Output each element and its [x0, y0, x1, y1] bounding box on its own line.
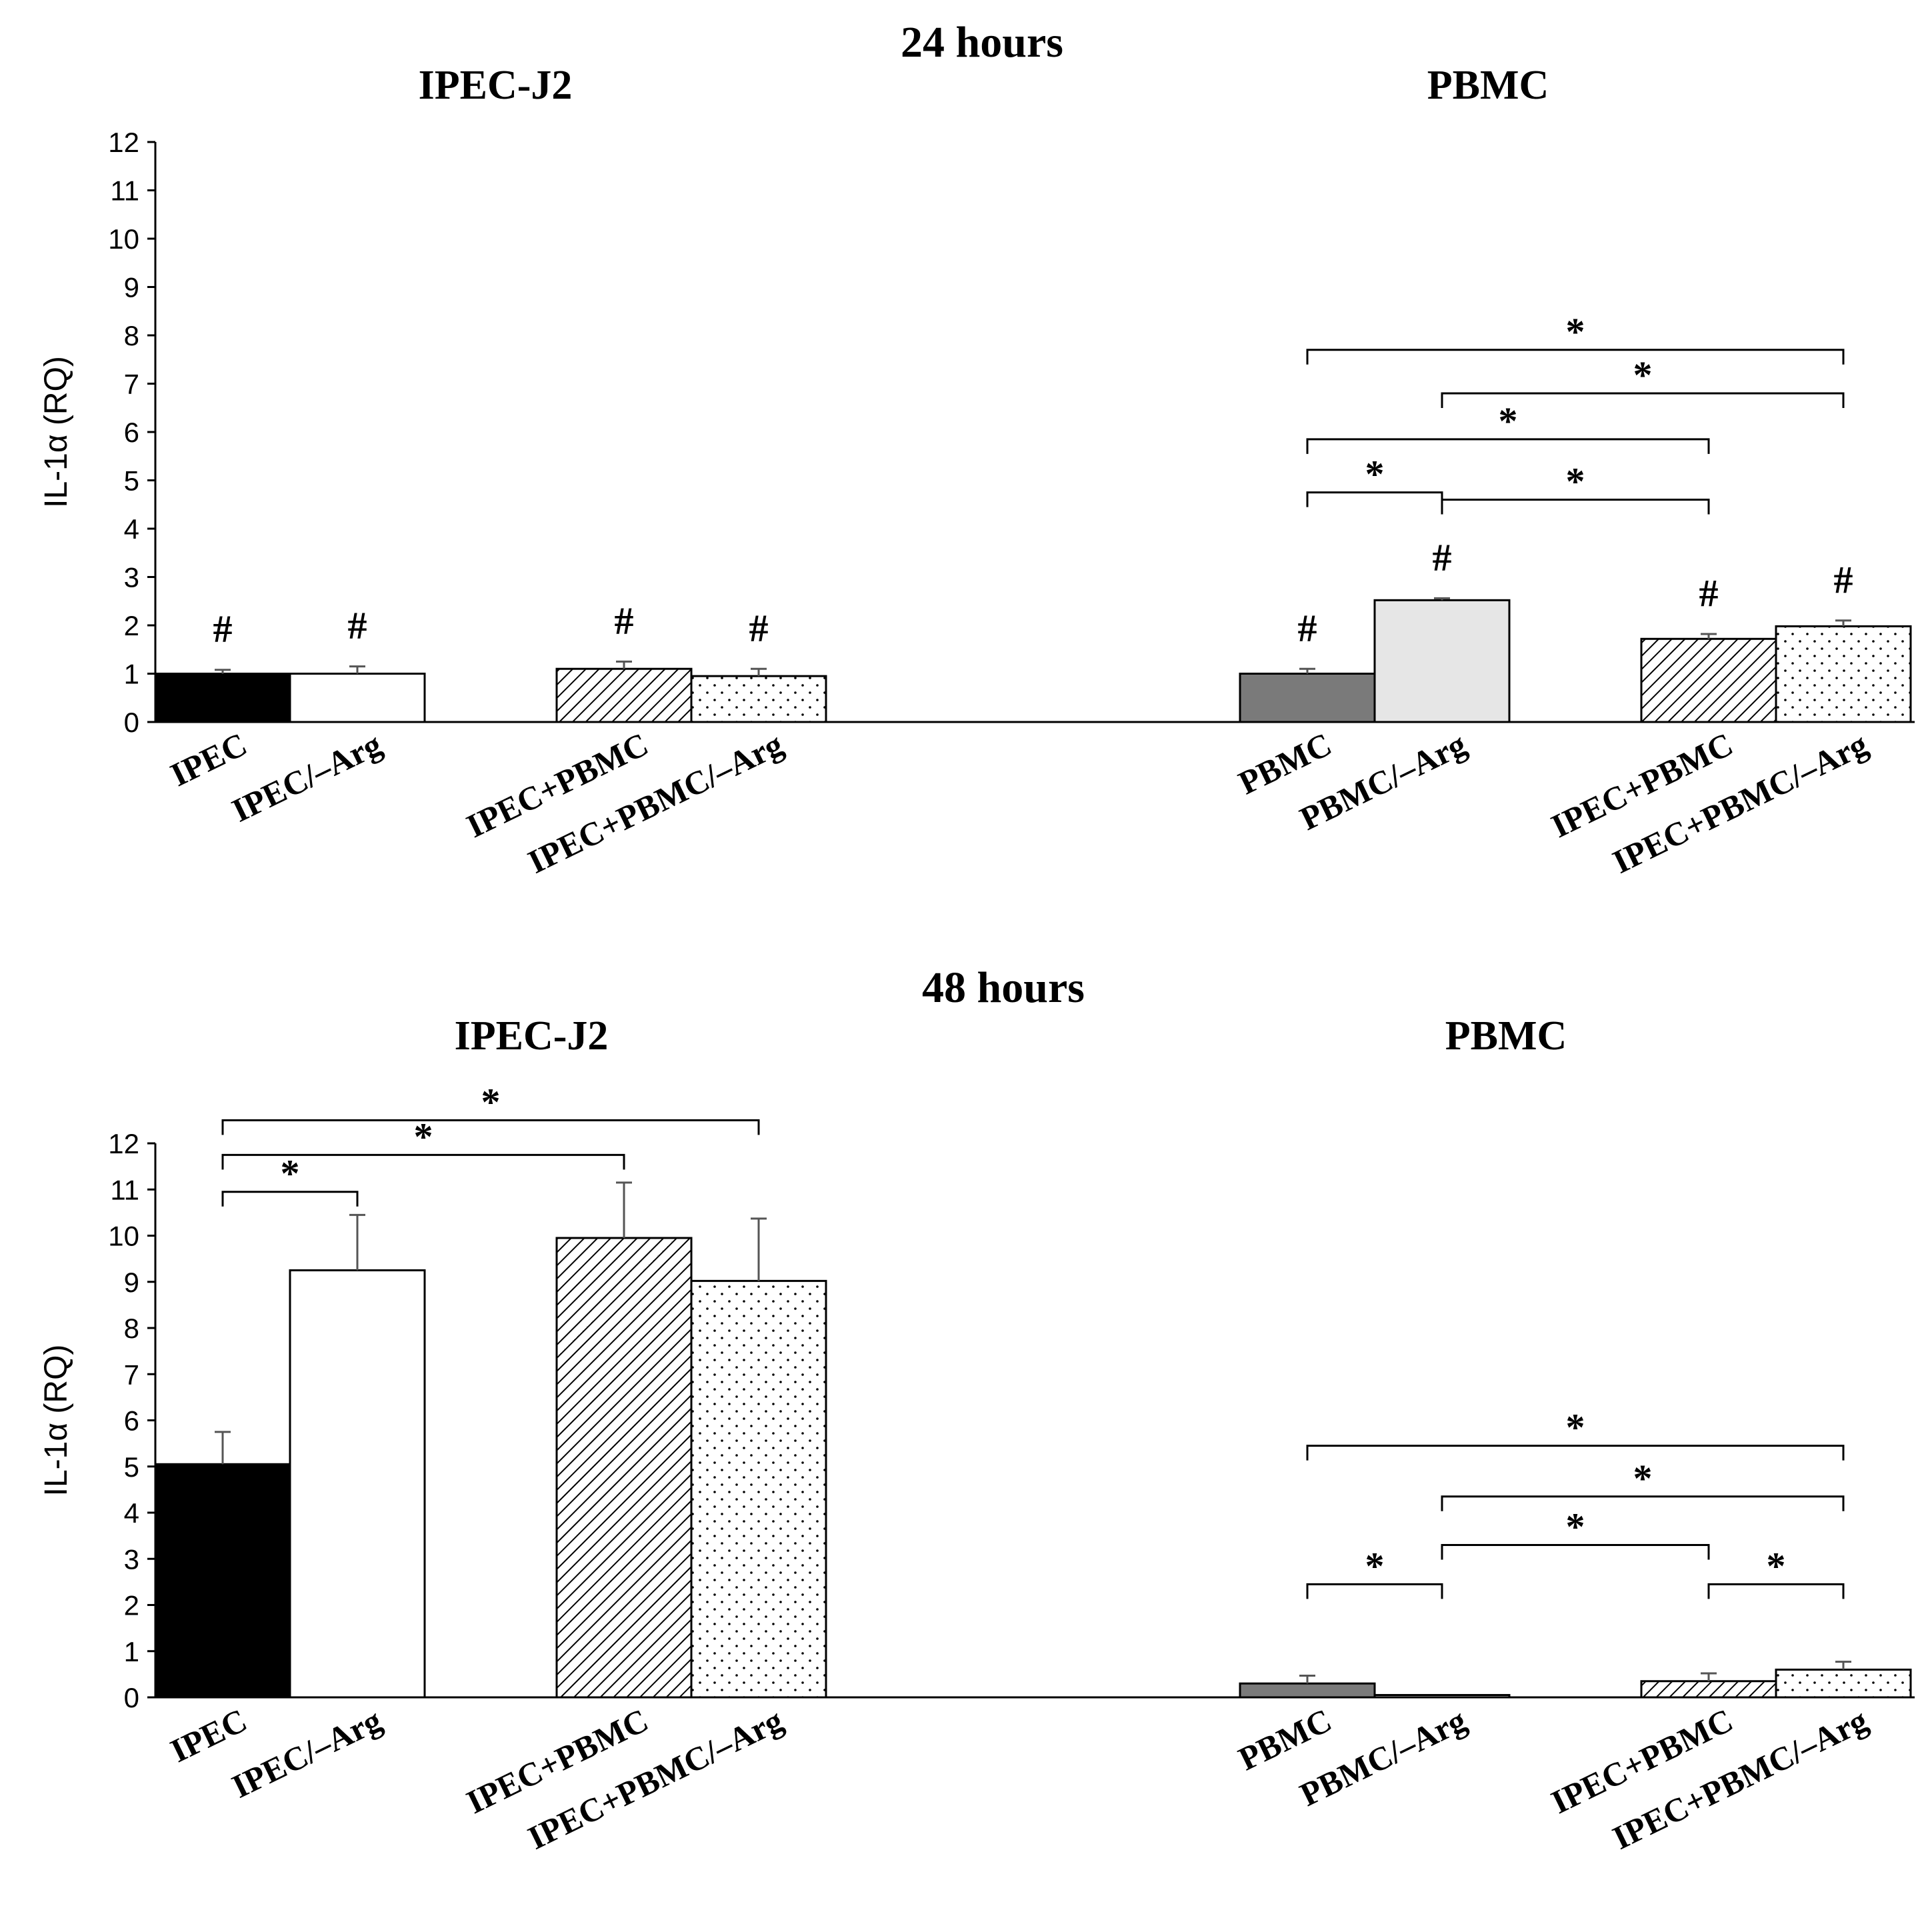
y-tick-label: 4 [124, 513, 139, 545]
category-label: IPEC [165, 1701, 253, 1770]
significance-marker: # [1433, 535, 1452, 579]
y-tick-label: 11 [110, 1174, 139, 1205]
significance-bracket [221, 1153, 625, 1170]
significance-bracket [1441, 1495, 1845, 1511]
y-tick-label: 0 [124, 1682, 139, 1713]
bar [289, 1269, 426, 1699]
significance-asterisk: * [414, 1115, 433, 1158]
category-label: IPEC/–Arg [226, 725, 387, 829]
panel-title: 48 hours [922, 963, 1085, 1012]
y-tick-label: 10 [108, 1221, 139, 1252]
y-tick-label: 12 [108, 1128, 139, 1159]
significance-asterisk: * [1566, 310, 1585, 353]
bar [289, 673, 426, 723]
bar [1239, 673, 1376, 723]
significance-asterisk: * [1499, 399, 1518, 443]
bar [1239, 1682, 1376, 1699]
significance-bracket [1306, 1583, 1443, 1599]
bar [1775, 1668, 1912, 1699]
significance-asterisk: * [1767, 1544, 1786, 1587]
category-label: IPEC [165, 725, 253, 794]
y-tick-label: 12 [108, 127, 139, 158]
significance-marker: # [615, 599, 634, 642]
bar [555, 1237, 693, 1699]
category-label: IPEC/–Arg [226, 1701, 387, 1805]
significance-asterisk: * [1633, 1457, 1653, 1500]
bar [154, 1463, 291, 1699]
significance-marker: # [213, 607, 233, 651]
bar [690, 675, 827, 723]
bar [1775, 625, 1912, 723]
bar [1373, 599, 1511, 723]
significance-asterisk: * [481, 1080, 501, 1123]
y-tick-label: 3 [124, 562, 139, 593]
y-tick-label: 6 [124, 417, 139, 448]
significance-marker: # [749, 606, 769, 649]
y-tick-label: 10 [108, 223, 139, 255]
significance-bracket [1306, 1445, 1845, 1461]
y-tick-label: 2 [124, 610, 139, 641]
y-tick-label: 7 [124, 369, 139, 400]
y-tick-label: 8 [124, 320, 139, 351]
group-title: PBMC [1427, 63, 1549, 108]
y-tick-label: 7 [124, 1359, 139, 1390]
bar [555, 667, 693, 723]
significance-marker: # [1834, 558, 1853, 601]
significance-asterisk: * [1633, 353, 1653, 397]
significance-bracket [221, 1191, 359, 1207]
y-tick-label: 11 [110, 175, 139, 207]
y-tick-label: 6 [124, 1405, 139, 1437]
y-tick-label: 9 [124, 1267, 139, 1298]
y-tick-label: 9 [124, 272, 139, 303]
significance-bracket [1441, 1543, 1710, 1560]
y-tick-label: 5 [124, 465, 139, 497]
y-tick-label: 1 [124, 1636, 139, 1667]
group-title: IPEC-J2 [419, 63, 573, 108]
panel-title: 24 hours [901, 18, 1063, 67]
y-tick-label: 5 [124, 1451, 139, 1483]
significance-marker: # [348, 604, 367, 647]
y-tick-label: 3 [124, 1543, 139, 1575]
significance-asterisk: * [1365, 1544, 1385, 1587]
significance-bracket [1306, 349, 1845, 365]
group-title: PBMC [1445, 1013, 1567, 1059]
significance-asterisk: * [1566, 1505, 1585, 1548]
significance-bracket [221, 1119, 760, 1135]
significance-bracket [1441, 392, 1845, 408]
bar [690, 1279, 827, 1699]
y-axis-label: IL-1α (RQ) [39, 356, 74, 508]
significance-marker: # [1699, 571, 1719, 615]
y-tick-label: 1 [124, 659, 139, 690]
significance-asterisk: * [1566, 1406, 1585, 1449]
significance-asterisk: * [1566, 460, 1585, 503]
bar [1640, 1680, 1777, 1699]
y-tick-label: 4 [124, 1497, 139, 1529]
y-tick-label: 8 [124, 1313, 139, 1344]
bar [1373, 1694, 1511, 1699]
significance-marker: # [1298, 606, 1317, 649]
significance-bracket [1441, 499, 1710, 515]
y-tick-label: 2 [124, 1590, 139, 1621]
y-axis-label: IL-1α (RQ) [39, 1345, 74, 1497]
significance-bracket [1306, 438, 1710, 454]
significance-asterisk: * [1365, 453, 1385, 496]
group-title: IPEC-J2 [455, 1013, 609, 1059]
significance-asterisk: * [281, 1152, 300, 1195]
y-tick-label: 0 [124, 707, 139, 738]
bar [1640, 637, 1777, 723]
bar [154, 673, 291, 723]
significance-bracket [1707, 1583, 1845, 1599]
